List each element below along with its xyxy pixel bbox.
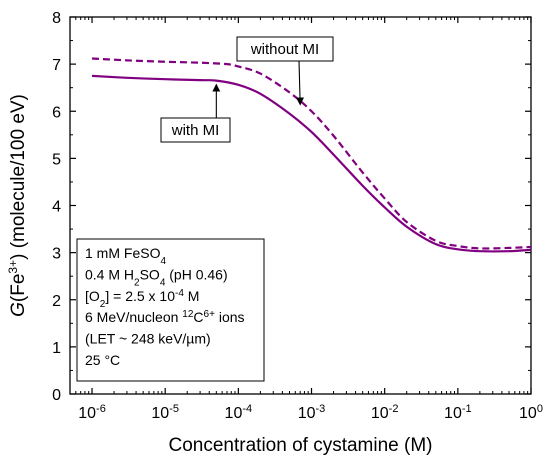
annotation-arrow-without-mi [295, 60, 304, 106]
y-title-species: (Fe [8, 274, 29, 303]
info-line-part: 4 [160, 256, 166, 267]
x-tick-exponent: -3 [316, 403, 326, 415]
y-tick-label: 7 [52, 57, 61, 74]
y-title-symbol: G [8, 302, 29, 317]
series-group [91, 57, 532, 253]
y-tick-label: 5 [52, 151, 61, 168]
x-tick-exponent: -6 [96, 403, 106, 415]
y-title-unit: ) (molecule/100 eV) [8, 94, 29, 260]
info-line-part: (pH 0.46) [165, 266, 227, 282]
x-tick-label: 10-3 [298, 403, 326, 422]
annotation-without-mi-label: without MI [250, 41, 319, 58]
info-line-part: 1 mM FeSO [85, 245, 161, 261]
info-line-part: ions [215, 309, 245, 325]
info-line-part: M [184, 288, 200, 304]
annotation-with-mi-box [160, 117, 231, 143]
info-line-part: C [193, 309, 203, 325]
annotation-with-mi-label: with MI [171, 122, 220, 139]
info-line-part: (LET ~ 248 keV/µm) [85, 331, 211, 347]
x-tick-base: 10 [444, 405, 462, 422]
y-tick-label: 3 [52, 246, 61, 263]
x-tick-base: 10 [298, 405, 316, 422]
info-line-part: -4 [175, 287, 184, 298]
x-tick-exponent: 0 [537, 403, 543, 415]
info-line-part: SO [140, 266, 160, 282]
x-tick-label: 100 [519, 403, 543, 422]
y-tick-label: 6 [52, 104, 61, 121]
x-tick-base: 10 [151, 405, 169, 422]
x-tick-exponent: -4 [242, 403, 252, 415]
y-tick-label: 4 [52, 199, 61, 216]
x-tick-label: 10-5 [151, 403, 179, 422]
info-line: 25 °C [85, 352, 120, 368]
x-tick-label: 10-2 [371, 403, 399, 422]
info-line-part: 12 [182, 309, 194, 320]
info-line-part: 4 [160, 277, 166, 288]
info-line-part: 2 [100, 298, 106, 309]
x-tick-base: 10 [519, 405, 537, 422]
info-line-part: 0.4 M H [85, 266, 134, 282]
series-line-without-mi [91, 57, 532, 250]
x-tick-label: 10-1 [444, 403, 472, 422]
x-tick-label: 10-6 [78, 403, 106, 422]
info-line: 0.4 M H2SO4 (pH 0.46) [85, 266, 228, 288]
info-line-part: [O [85, 288, 100, 304]
x-tick-base: 10 [371, 405, 389, 422]
series-line-with-mi [91, 74, 532, 253]
x-tick-exponent: -2 [389, 403, 399, 415]
y-tick-label: 8 [52, 10, 61, 27]
info-line-part: 6+ [204, 309, 216, 320]
annotation-without-mi-box [236, 36, 334, 62]
info-line: [O2] = 2.5 x 10-4 M [85, 287, 199, 309]
y-axis-title: G(Fe3+) (molecule/100 eV) [6, 94, 29, 317]
y-tick-label: 1 [52, 340, 61, 357]
info-line-part: ] = 2.5 x 10 [105, 288, 175, 304]
y-tick-label: 0 [52, 387, 61, 404]
annotations-group: without MI with MI [160, 36, 334, 143]
info-line: (LET ~ 248 keV/µm) [85, 331, 211, 347]
x-tick-exponent: -5 [169, 403, 179, 415]
info-line-part: 2 [134, 277, 140, 288]
x-tick-exponent: -1 [462, 403, 472, 415]
y-tick-label: 2 [52, 293, 61, 310]
x-tick-base: 10 [225, 405, 243, 422]
info-line-part: 25 °C [85, 352, 120, 368]
x-tick-base: 10 [78, 405, 96, 422]
y-title-charge: 3+ [6, 260, 20, 274]
info-box-frame [76, 238, 265, 382]
info-line: 6 MeV/nucleon 12C6+ ions [85, 309, 245, 326]
info-line-part: 6 MeV/nucleon [85, 309, 182, 325]
info-line: 1 mM FeSO4 [85, 245, 166, 267]
x-axis-title: Concentration of cystamine (M) [169, 435, 433, 456]
x-tick-label: 10-4 [225, 403, 253, 422]
